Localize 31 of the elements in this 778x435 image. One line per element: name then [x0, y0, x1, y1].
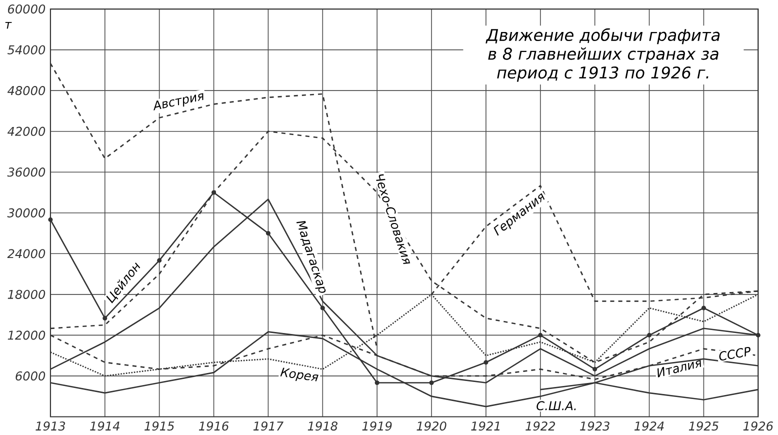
text: Италия [658, 360, 701, 378]
x-tick-label: 1920 [416, 421, 446, 431]
x-tick-label: 1923 [580, 421, 610, 431]
text: СССР [719, 346, 750, 360]
x-tick-label: 1918 [308, 421, 338, 431]
x-tick-label: 1919 [362, 421, 392, 431]
x-tick-label: 1921 [471, 421, 500, 431]
y-tick-label: 54000 [7, 45, 46, 54]
y-tick-label: 18000 [8, 290, 46, 299]
x-tick-label: 1917 [253, 421, 284, 431]
x-tick-label: 1926 [743, 421, 773, 431]
x-tick-label: 1914 [90, 421, 120, 431]
y-tick-label: 60000 [8, 4, 46, 14]
y-axis-title: т [5, 22, 12, 29]
y-tick-label: 48000 [7, 86, 46, 96]
y-tick-label: 12000 [8, 330, 46, 340]
text: Австрия [154, 93, 204, 110]
y-tick-label: 24000 [7, 249, 46, 258]
text: Корея [280, 368, 318, 382]
x-tick-label: 1913 [36, 421, 66, 431]
x-tick-label: 1916 [198, 421, 229, 431]
x-tick-label: 1924 [634, 421, 664, 431]
x-tick-label: 1915 [144, 421, 174, 431]
x-tick-label: 1922 [526, 421, 556, 431]
y-tick-label: 42000 [7, 126, 46, 136]
text: Движение добычи графита в 8 главнейших странах за период с 1913 по 1926 г. [486, 28, 720, 82]
series-label: С.Ш.А. [536, 401, 576, 410]
x-tick-label: 1925 [688, 421, 718, 431]
y-tick-label: 6000 [16, 371, 46, 380]
y-tick-label: 30000 [7, 208, 46, 218]
y-tick-label: 36000 [7, 167, 46, 177]
